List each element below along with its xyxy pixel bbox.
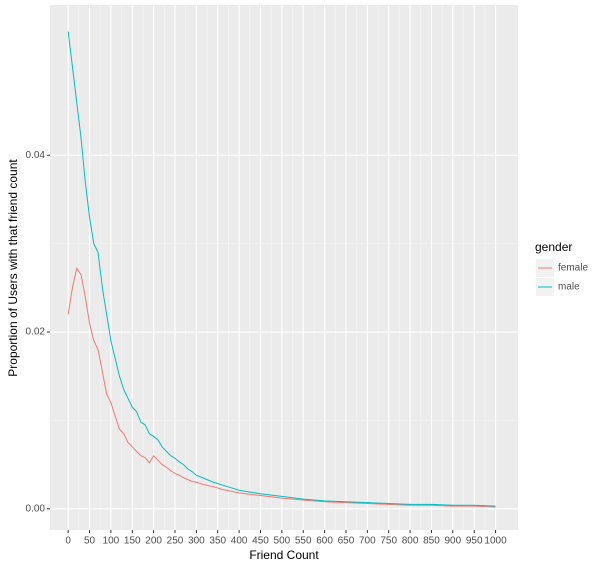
x-tick-label: 550 bbox=[295, 536, 312, 547]
y-tick-label: 0.04 bbox=[26, 150, 46, 161]
x-tick-label: 600 bbox=[316, 536, 333, 547]
x-tick-label: 50 bbox=[84, 536, 96, 547]
x-tick-label: 850 bbox=[423, 536, 440, 547]
x-tick-label: 900 bbox=[444, 536, 461, 547]
x-tick-label: 350 bbox=[209, 536, 226, 547]
x-tick-label: 200 bbox=[145, 536, 162, 547]
x-tick-label: 750 bbox=[380, 536, 397, 547]
x-axis-title: Friend Count bbox=[249, 548, 319, 562]
x-tick-label: 500 bbox=[274, 536, 291, 547]
x-tick-label: 800 bbox=[402, 536, 419, 547]
legend-title: gender bbox=[535, 240, 572, 254]
x-tick-label: 300 bbox=[188, 536, 205, 547]
x-tick-label: 100 bbox=[103, 536, 120, 547]
grid bbox=[50, 5, 518, 530]
x-tick-label: 150 bbox=[124, 536, 141, 547]
x-tick-label: 400 bbox=[231, 536, 248, 547]
x-tick-label: 650 bbox=[338, 536, 355, 547]
x-tick-label: 700 bbox=[359, 536, 376, 547]
y-tick-label: 0.02 bbox=[26, 327, 46, 338]
legend-label: male bbox=[558, 282, 580, 293]
lines bbox=[67, 31, 496, 508]
x-tick-label: 950 bbox=[466, 536, 483, 547]
panel bbox=[50, 5, 518, 530]
x-tick-label: 0 bbox=[65, 536, 71, 547]
legend-label: female bbox=[558, 263, 588, 274]
y-axis-title: Proportion of Users with that friend cou… bbox=[6, 159, 20, 377]
x-tick-label: 450 bbox=[252, 536, 269, 547]
line bbox=[67, 267, 496, 508]
x-tick-label: 1000 bbox=[484, 536, 507, 547]
line bbox=[67, 31, 496, 507]
x-tick-label: 250 bbox=[167, 536, 184, 547]
y-tick-label: 0.00 bbox=[26, 503, 46, 514]
